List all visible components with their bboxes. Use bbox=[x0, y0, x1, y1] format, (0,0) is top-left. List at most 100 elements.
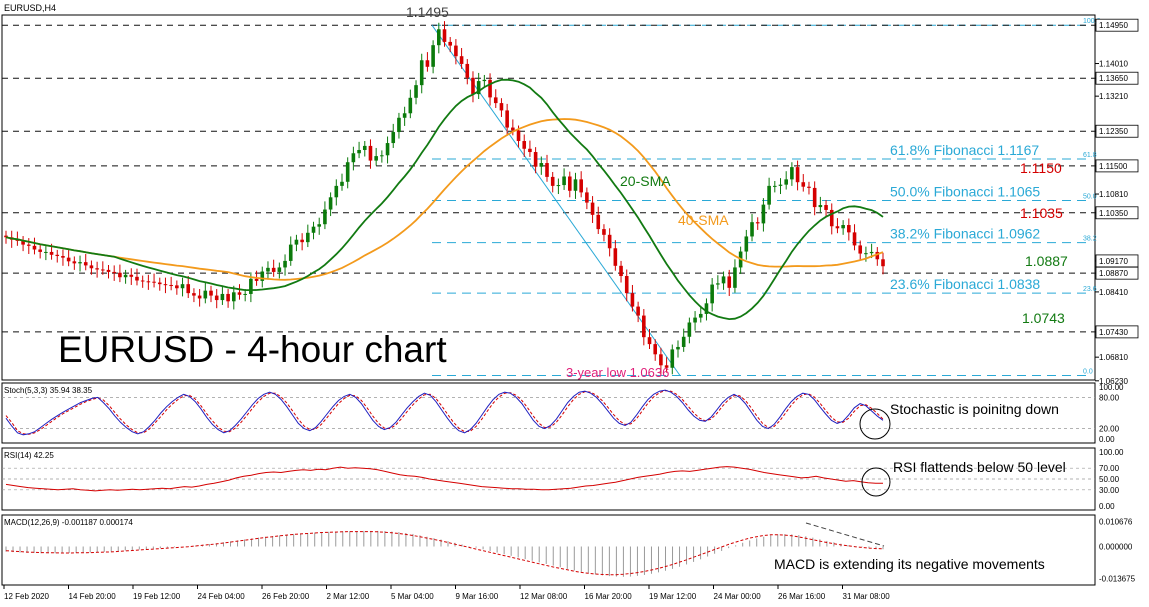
candle-body bbox=[175, 285, 179, 289]
candle-body bbox=[334, 185, 339, 198]
candle-body bbox=[226, 293, 230, 302]
fib-tag: 38.2 bbox=[1083, 236, 1097, 243]
candle-body bbox=[323, 209, 327, 225]
candle-body bbox=[391, 132, 396, 144]
candle-body bbox=[755, 222, 760, 224]
y-tick-label: 1.11500 bbox=[1099, 162, 1128, 171]
fib-label: 23.6% Fibonacci 1.0838 bbox=[890, 276, 1040, 292]
candle-body bbox=[459, 56, 464, 64]
candle-body bbox=[152, 281, 156, 283]
y-tick-box bbox=[1095, 18, 1139, 32]
fib-tag: 100.0 bbox=[1083, 18, 1101, 25]
candle-body bbox=[254, 278, 259, 281]
candle-body bbox=[425, 60, 430, 67]
fib-tag: 50.0 bbox=[1083, 194, 1097, 201]
x-tick-label: 31 Mar 08:00 bbox=[843, 592, 891, 601]
candle-body bbox=[72, 261, 77, 264]
candle-body bbox=[835, 226, 840, 229]
candle-body bbox=[636, 306, 640, 316]
x-tick-label: 12 Feb 2020 bbox=[4, 592, 49, 601]
stoch-tick: 0.00 bbox=[1099, 435, 1115, 444]
candle-body bbox=[539, 163, 544, 167]
fib-tag: 23.6 bbox=[1083, 286, 1097, 293]
candle-body bbox=[556, 185, 561, 187]
rsi-tick: 50.00 bbox=[1099, 475, 1120, 484]
stoch-label: Stoch(5,3,3) 35.94 38.35 bbox=[4, 386, 93, 395]
rsi-annotation: RSI flattends below 50 level bbox=[893, 459, 1066, 475]
level-label: 1.1495 bbox=[406, 4, 449, 20]
candle-body bbox=[653, 344, 658, 355]
candle-body bbox=[596, 214, 601, 230]
candle-body bbox=[613, 248, 618, 266]
x-tick-label: 5 Mar 04:00 bbox=[391, 592, 434, 601]
y-tick-box bbox=[1095, 206, 1139, 220]
candle-body bbox=[864, 253, 868, 255]
candle-body bbox=[824, 205, 828, 210]
candle-body bbox=[157, 282, 162, 285]
x-tick-label: 26 Mar 16:00 bbox=[778, 592, 826, 601]
candle-body bbox=[4, 235, 8, 238]
candle-body bbox=[15, 239, 20, 241]
candle-body bbox=[431, 45, 435, 67]
candle-body bbox=[106, 269, 111, 272]
candle-body bbox=[118, 272, 122, 278]
candle-body bbox=[659, 354, 663, 366]
candle-body bbox=[368, 145, 373, 161]
candle-body bbox=[129, 274, 134, 277]
y-tick-label: 1.09170 bbox=[1099, 257, 1128, 266]
candle-body bbox=[505, 110, 509, 128]
candle-body bbox=[146, 281, 151, 283]
candle-body bbox=[852, 232, 857, 246]
candle-body bbox=[664, 365, 669, 368]
x-tick-label: 19 Feb 12:00 bbox=[133, 592, 181, 601]
candle-body bbox=[44, 251, 48, 253]
candle-body bbox=[721, 276, 726, 284]
macd-pane-frame bbox=[1, 514, 1096, 586]
candle-body bbox=[687, 322, 692, 337]
symbol-label: EURUSD,H4 bbox=[4, 3, 56, 13]
candle-body bbox=[180, 284, 185, 289]
candle-body bbox=[567, 176, 572, 191]
rsi-label: RSI(14) 42.25 bbox=[4, 451, 54, 460]
level-label: 1.0887 bbox=[1025, 253, 1068, 269]
y-tick-label: 1.08410 bbox=[1099, 288, 1128, 297]
x-tick-label: 19 Mar 12:00 bbox=[649, 592, 697, 601]
candle-body bbox=[454, 45, 458, 57]
fib-label: 61.8% Fibonacci 1.1167 bbox=[890, 142, 1039, 158]
stoch-main-line bbox=[5, 389, 884, 436]
rsi-line bbox=[5, 466, 883, 492]
level-label: 1.1150 bbox=[1020, 160, 1062, 176]
candle-body bbox=[397, 117, 401, 133]
candle-body bbox=[493, 97, 498, 104]
candle-body bbox=[442, 29, 447, 42]
sma20-line bbox=[5, 78, 884, 321]
candle-body bbox=[55, 254, 60, 257]
level-label: 1.1035 bbox=[1020, 205, 1063, 221]
candle-body bbox=[807, 186, 811, 188]
candle-body bbox=[499, 103, 504, 111]
candle-body bbox=[790, 167, 794, 180]
rsi-tick: 30.00 bbox=[1099, 486, 1120, 495]
candle-body bbox=[317, 224, 322, 227]
candle-body bbox=[21, 240, 25, 245]
low-label: 3-year low 1.0636 bbox=[566, 365, 669, 380]
candle-body bbox=[66, 257, 71, 262]
macd-label: MACD(12,26,9) -0.001187 0.000174 bbox=[4, 518, 133, 527]
candle-body bbox=[345, 162, 350, 182]
candle-body bbox=[710, 284, 714, 304]
y-tick-label: 1.07430 bbox=[1099, 328, 1128, 337]
y-tick-label: 1.14010 bbox=[1099, 60, 1128, 69]
sma40-line bbox=[5, 118, 884, 281]
candle-body bbox=[750, 222, 754, 237]
candle-body bbox=[32, 245, 37, 250]
x-tick-label: 2 Mar 12:00 bbox=[327, 592, 370, 601]
candle-body bbox=[772, 185, 777, 187]
candle-body bbox=[220, 293, 225, 301]
candle-body bbox=[698, 313, 703, 318]
candle-body bbox=[818, 205, 823, 208]
candle-body bbox=[562, 176, 566, 186]
candle-body bbox=[704, 303, 709, 314]
candle-body bbox=[522, 141, 527, 149]
candle-body bbox=[733, 267, 737, 288]
